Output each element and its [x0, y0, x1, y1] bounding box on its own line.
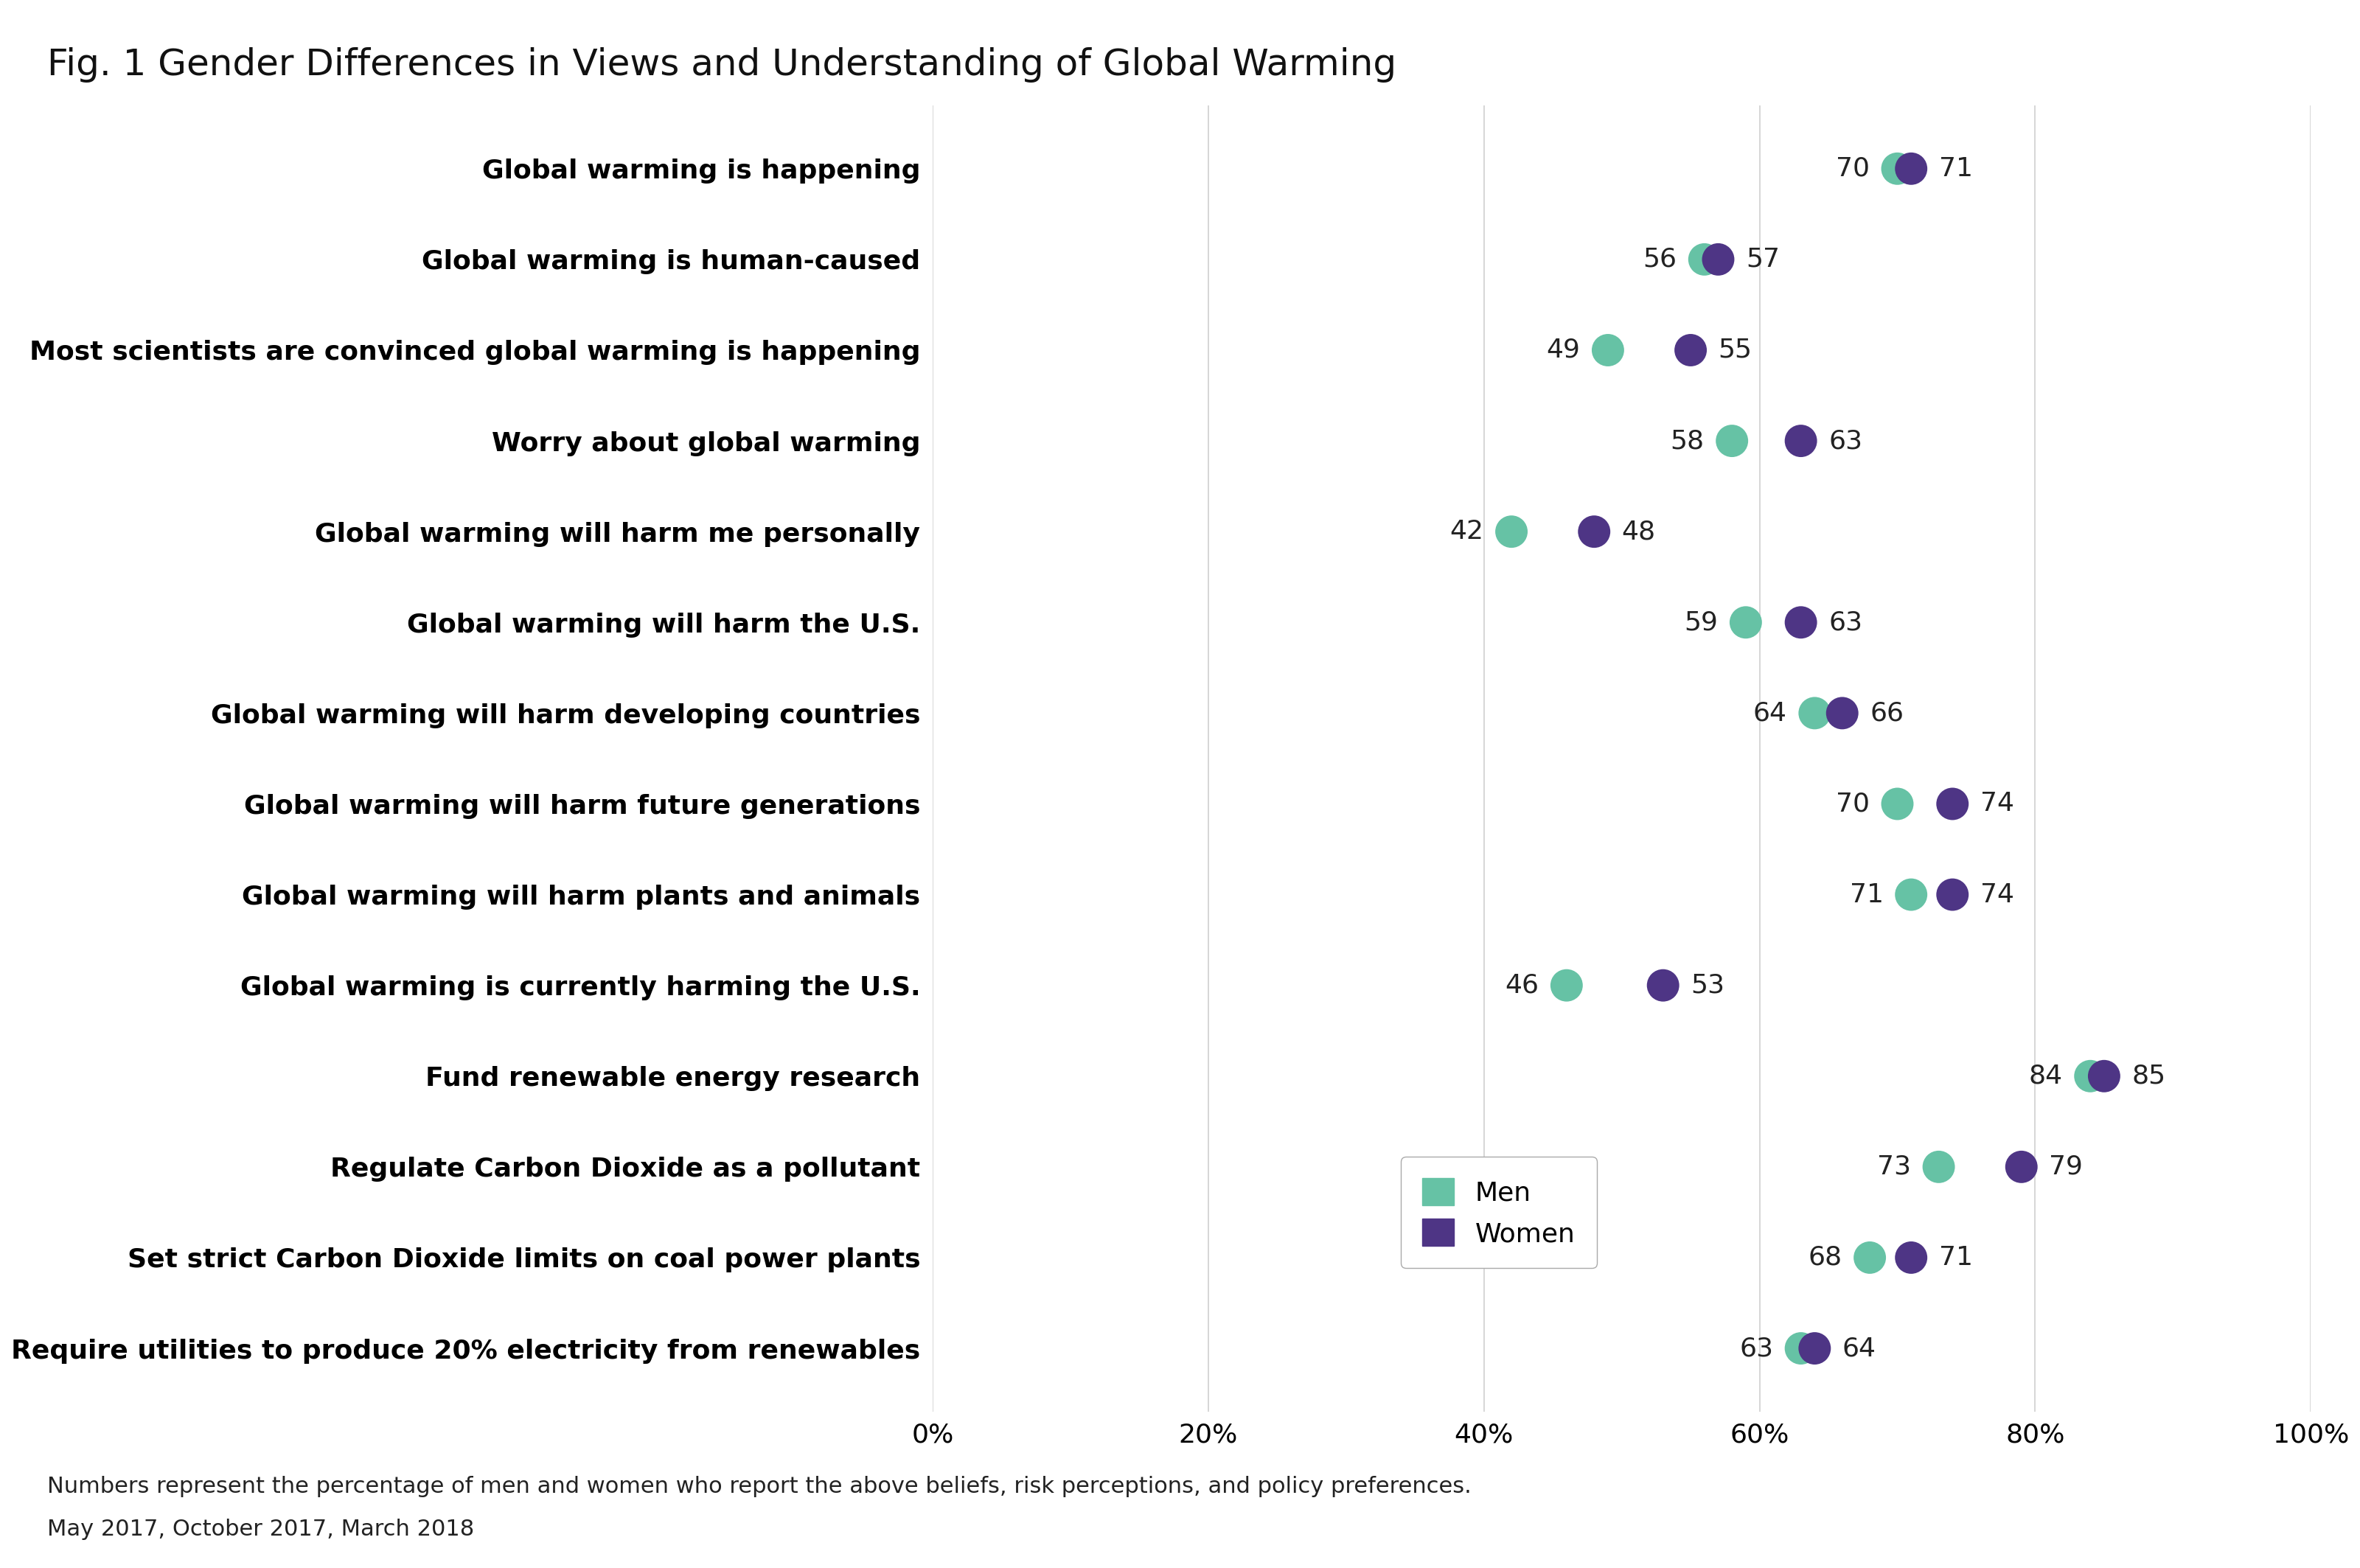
Text: 59: 59	[1685, 610, 1718, 635]
Point	[1548, 972, 1586, 997]
Text: 71: 71	[1938, 1245, 1973, 1270]
Point	[1782, 1336, 1820, 1361]
Text: 63: 63	[1739, 1336, 1772, 1361]
Point	[1699, 246, 1737, 271]
Text: 71: 71	[1938, 157, 1973, 182]
Point	[1782, 610, 1820, 635]
Text: 64: 64	[1843, 1336, 1876, 1361]
Point	[1879, 792, 1916, 817]
Text: 71: 71	[1850, 883, 1883, 908]
Text: 70: 70	[1836, 157, 1869, 182]
Text: 74: 74	[1980, 883, 2013, 908]
Point	[1893, 883, 1930, 908]
Point	[1492, 519, 1529, 544]
Point	[1671, 337, 1709, 362]
Point	[1796, 1336, 1834, 1361]
Text: 46: 46	[1506, 972, 1539, 997]
Point	[1574, 519, 1612, 544]
Point	[1728, 610, 1765, 635]
Point	[2004, 1154, 2041, 1179]
Text: 53: 53	[1690, 972, 1725, 997]
Text: 79: 79	[2048, 1154, 2084, 1179]
Point	[1824, 701, 1862, 726]
Text: 49: 49	[1546, 337, 1581, 362]
Point	[1879, 157, 1916, 182]
Point	[1685, 246, 1723, 271]
Text: 64: 64	[1753, 701, 1787, 726]
Point	[1919, 1154, 1956, 1179]
Point	[1933, 883, 1971, 908]
Legend: Men, Women: Men, Women	[1402, 1157, 1598, 1269]
Point	[2086, 1063, 2124, 1088]
Text: 85: 85	[2131, 1063, 2166, 1088]
Point	[1713, 428, 1751, 453]
Text: May 2017, October 2017, March 2018: May 2017, October 2017, March 2018	[47, 1518, 474, 1540]
Text: 66: 66	[1869, 701, 1905, 726]
Point	[1796, 701, 1834, 726]
Text: 63: 63	[1829, 610, 1862, 635]
Text: 70: 70	[1836, 792, 1869, 817]
Point	[1933, 792, 1971, 817]
Text: 55: 55	[1718, 337, 1751, 362]
Point	[1645, 972, 1683, 997]
Text: 42: 42	[1449, 519, 1484, 544]
Text: 63: 63	[1829, 428, 1862, 453]
Point	[1893, 1245, 1930, 1270]
Text: Fig. 1 Gender Differences in Views and Understanding of Global Warming: Fig. 1 Gender Differences in Views and U…	[47, 47, 1397, 83]
Text: Numbers represent the percentage of men and women who report the above beliefs, : Numbers represent the percentage of men …	[47, 1475, 1470, 1497]
Text: 73: 73	[1876, 1154, 1912, 1179]
Text: 57: 57	[1746, 246, 1779, 271]
Text: 74: 74	[1980, 792, 2013, 817]
Text: 84: 84	[2030, 1063, 2063, 1088]
Text: 56: 56	[1643, 246, 1678, 271]
Text: 58: 58	[1671, 428, 1704, 453]
Point	[1588, 337, 1626, 362]
Point	[1850, 1245, 1888, 1270]
Point	[1893, 157, 1930, 182]
Text: 48: 48	[1621, 519, 1657, 544]
Point	[2072, 1063, 2110, 1088]
Point	[1782, 428, 1820, 453]
Text: 68: 68	[1808, 1245, 1843, 1270]
